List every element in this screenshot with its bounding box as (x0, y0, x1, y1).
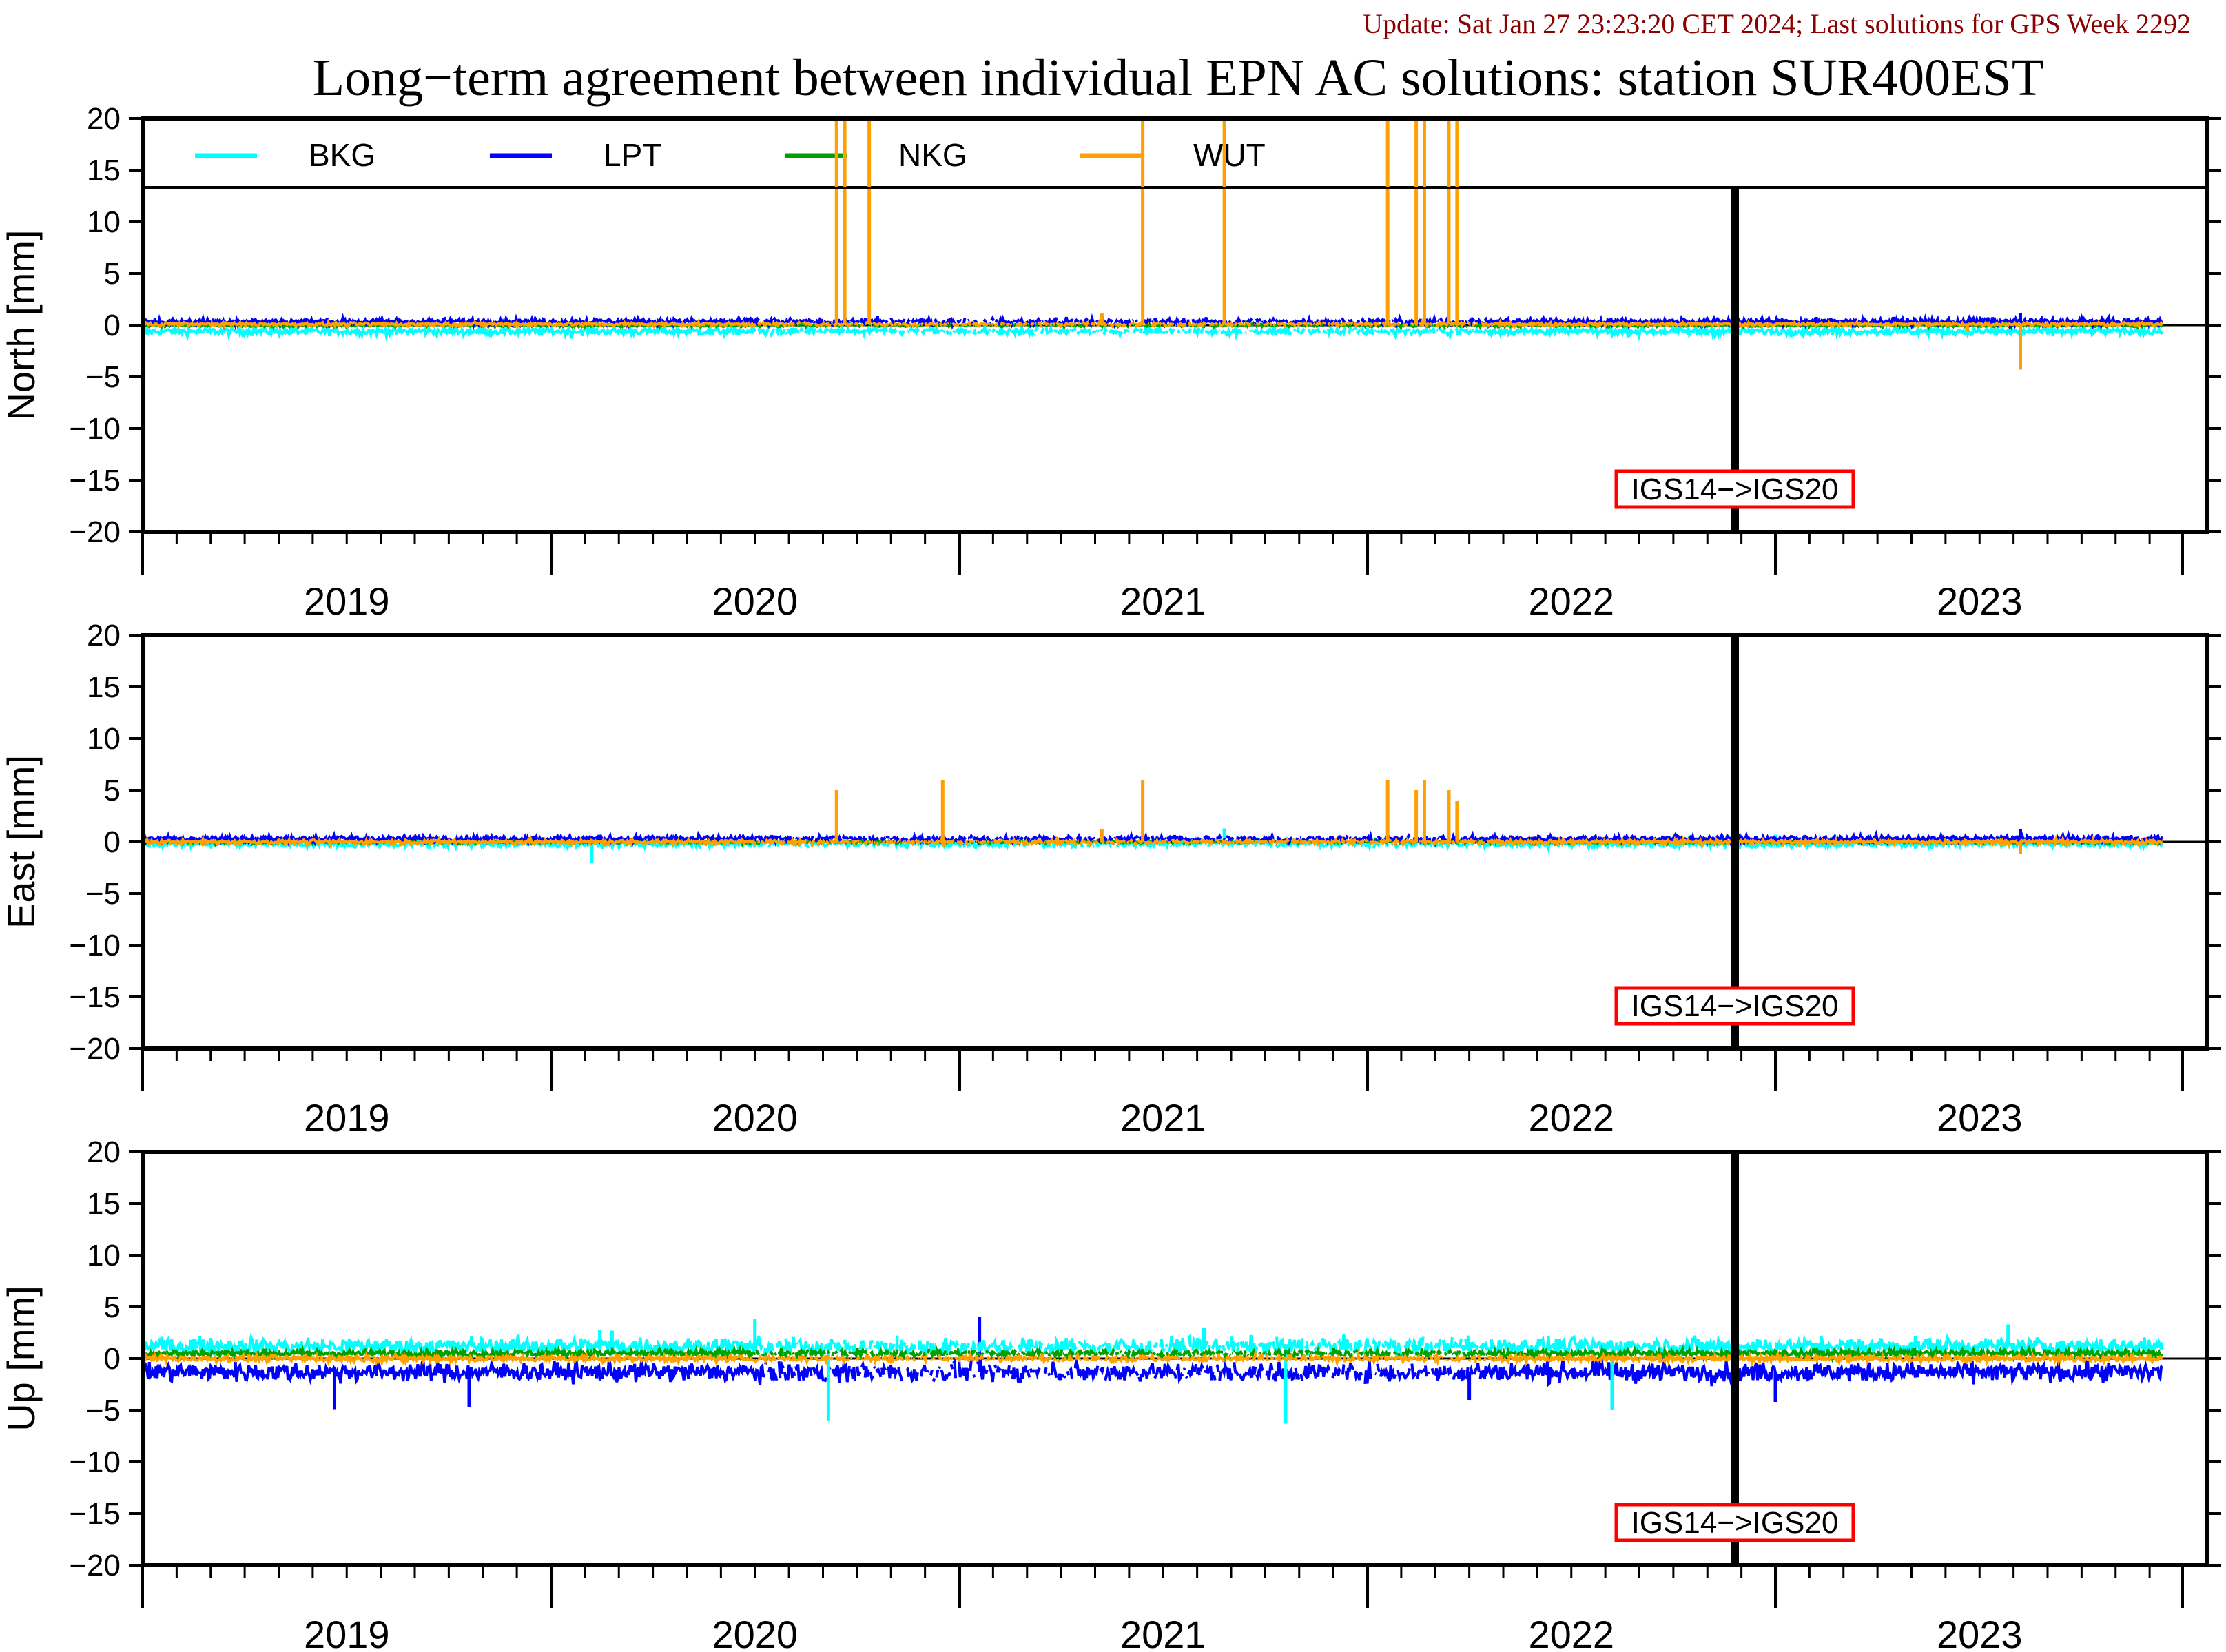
legend-label-lpt: LPT (604, 137, 661, 173)
y-tick-label: 5 (104, 774, 121, 807)
x-tick-label: 2022 (1528, 1096, 1614, 1139)
series-group (143, 1317, 2164, 1424)
y-tick-label: −15 (69, 1497, 121, 1531)
x-tick-label: 2019 (304, 1613, 390, 1652)
y-tick-label: −10 (69, 412, 121, 446)
y-axis-label: Up [mm] (0, 1286, 43, 1432)
series-group (143, 780, 2164, 863)
y-tick-label: −10 (69, 929, 121, 962)
x-tick-label: 2022 (1528, 579, 1614, 623)
series-line-wut (143, 834, 2164, 849)
legend-label-bkg: BKG (309, 137, 375, 173)
y-tick-label: −5 (86, 360, 121, 394)
frame-change-box (1614, 469, 1855, 509)
x-tick-label: 2021 (1120, 1096, 1206, 1139)
x-tick-label: 2019 (304, 579, 390, 623)
y-tick-label: 20 (87, 619, 121, 652)
x-tick-label: 2023 (1937, 1613, 2023, 1652)
plot-frame (141, 633, 2209, 1051)
y-axis-label: East [mm] (0, 755, 43, 929)
legend-label-nkg: NKG (898, 137, 967, 173)
legend-label-wut: WUT (1193, 137, 1266, 173)
y-tick-label: 0 (104, 309, 121, 342)
plot-frame (141, 116, 2209, 534)
y-axis-label: North [mm] (0, 230, 43, 421)
x-tick-label: 2020 (712, 1613, 798, 1652)
series-line-wut (143, 318, 2164, 331)
y-tick-label: 5 (104, 257, 121, 291)
chart-panel-1: 20 15 10 5 0 −5 −10 −15 −20 North [mm] 2019 2020 202… (0, 102, 2221, 623)
update-text: Update: Sat Jan 27 23:23:20 CET 2024; La… (1363, 8, 2191, 39)
y-tick-label: −20 (69, 515, 121, 549)
x-tick-label: 2023 (1937, 579, 2023, 623)
y-tick-label: −5 (86, 877, 121, 911)
series-line-lpt (143, 1354, 2163, 1387)
y-tick-label: 15 (87, 154, 121, 187)
frame-change-label: IGS14−>IGS20 (1631, 989, 1839, 1023)
series-line-bkg (143, 320, 2164, 342)
chart-panel-2: 20 15 10 5 0 −5 −10 −15 −20 East [mm] 2019 2020 2021… (0, 619, 2221, 1139)
x-tick-label: 2019 (304, 1096, 390, 1139)
y-tick-label: −15 (69, 980, 121, 1014)
y-tick-label: 15 (87, 670, 121, 704)
x-tick-label: 2022 (1528, 1613, 1614, 1652)
x-tick-label: 2021 (1120, 1613, 1206, 1652)
y-tick-label: 0 (104, 825, 121, 859)
plot-frame (141, 1150, 2209, 1567)
y-tick-label: 20 (87, 102, 121, 136)
y-tick-label: 0 (104, 1342, 121, 1376)
y-tick-label: −10 (69, 1445, 121, 1479)
y-tick-label: 10 (87, 722, 121, 756)
legend-bg (143, 118, 2207, 187)
y-tick-label: −20 (69, 1032, 121, 1066)
x-tick-label: 2020 (712, 579, 798, 623)
y-tick-label: 15 (87, 1187, 121, 1221)
frame-change-label: IGS14−>IGS20 (1631, 473, 1839, 506)
x-tick-label: 2020 (712, 1096, 798, 1139)
y-tick-label: 20 (87, 1135, 121, 1169)
y-tick-label: 5 (104, 1290, 121, 1324)
y-tick-label: 10 (87, 205, 121, 239)
frame-change-label: IGS14−>IGS20 (1631, 1506, 1839, 1540)
chart-title: Long−term agreement between individual E… (313, 49, 2044, 107)
x-tick-label: 2021 (1120, 579, 1206, 623)
series-line-wut (143, 1348, 2163, 1368)
x-tick-label: 2023 (1937, 1096, 2023, 1139)
frame-change-box (1614, 1503, 1855, 1542)
series-line-bkg (143, 1332, 2164, 1361)
frame-change-box (1614, 986, 1855, 1026)
y-tick-label: −15 (69, 464, 121, 497)
y-tick-label: −5 (86, 1394, 121, 1427)
chart-panel-3: 20 15 10 5 0 −5 −10 −15 −20 Up [mm] 2019 2020 2021 20… (0, 1135, 2221, 1652)
y-tick-label: 10 (87, 1239, 121, 1272)
y-tick-label: −20 (69, 1549, 121, 1582)
series-group (143, 118, 2164, 370)
